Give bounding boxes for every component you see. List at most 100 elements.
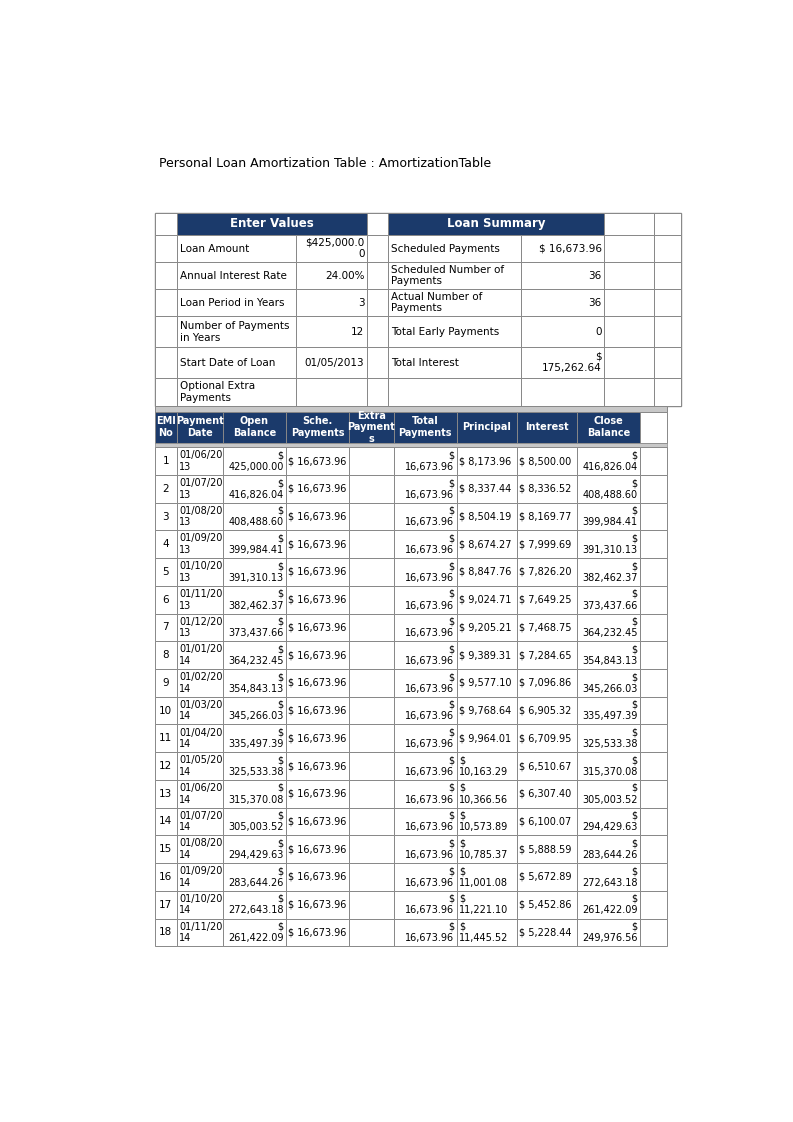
Text: 15: 15: [159, 844, 172, 854]
Text: $ 6,905.32: $ 6,905.32: [519, 706, 572, 716]
Text: 8: 8: [163, 650, 169, 660]
Text: $ 9,964.01: $ 9,964.01: [459, 734, 511, 743]
Bar: [296, 347, 366, 378]
Text: $
373,437.66: $ 373,437.66: [582, 589, 638, 610]
Bar: [393, 725, 457, 752]
Bar: [155, 586, 177, 614]
Text: $ 6,709.95: $ 6,709.95: [519, 734, 572, 743]
Bar: [577, 558, 640, 586]
Text: 01/11/20
14: 01/11/20 14: [179, 921, 222, 944]
Text: $
315,370.08: $ 315,370.08: [228, 783, 284, 804]
Bar: [349, 586, 393, 614]
Text: $
382,462.37: $ 382,462.37: [582, 561, 638, 582]
Text: 3: 3: [163, 512, 169, 522]
Bar: [155, 697, 177, 725]
Text: 01/01/20
14: 01/01/20 14: [179, 644, 222, 666]
Bar: [640, 586, 667, 614]
Text: $
16,673.96: $ 16,673.96: [405, 644, 454, 666]
Text: 01/11/20
13: 01/11/20 13: [179, 589, 222, 610]
Text: $
364,232.45: $ 364,232.45: [582, 617, 638, 638]
Bar: [517, 669, 577, 697]
Text: Total Interest: Total Interest: [392, 358, 459, 368]
Text: $
283,644.26: $ 283,644.26: [228, 866, 284, 888]
Bar: [521, 316, 604, 347]
Text: $ 8,847.76: $ 8,847.76: [459, 567, 511, 577]
Bar: [654, 234, 681, 263]
Bar: [517, 863, 577, 891]
Bar: [155, 919, 177, 946]
Bar: [286, 863, 349, 891]
Bar: [177, 863, 223, 891]
Bar: [286, 586, 349, 614]
Bar: [155, 443, 667, 448]
Bar: [654, 378, 681, 406]
Bar: [223, 531, 286, 558]
Bar: [577, 475, 640, 503]
Text: 36: 36: [588, 270, 602, 280]
Text: $
16,673.96: $ 16,673.96: [405, 506, 454, 527]
Bar: [457, 503, 517, 531]
Text: 01/06/20
13: 01/06/20 13: [179, 450, 222, 472]
Bar: [223, 725, 286, 752]
Bar: [177, 836, 223, 863]
Bar: [577, 669, 640, 697]
Bar: [577, 642, 640, 669]
Text: $
345,266.03: $ 345,266.03: [228, 700, 284, 721]
Bar: [457, 448, 517, 475]
Text: $ 5,228.44: $ 5,228.44: [519, 928, 572, 937]
Text: $
16,673.96: $ 16,673.96: [405, 617, 454, 638]
Text: $ 16,673.96: $ 16,673.96: [288, 734, 347, 743]
Text: $ 8,674.27: $ 8,674.27: [459, 540, 511, 550]
Bar: [177, 558, 223, 586]
Text: $ 16,673.96: $ 16,673.96: [288, 540, 347, 550]
Text: Personal Loan Amortization Table : AmortizationTable: Personal Loan Amortization Table : Amort…: [159, 157, 491, 169]
Bar: [389, 316, 521, 347]
Bar: [577, 752, 640, 780]
Text: $
16,673.96: $ 16,673.96: [405, 450, 454, 472]
Bar: [155, 558, 177, 586]
Bar: [640, 531, 667, 558]
Bar: [177, 725, 223, 752]
Bar: [155, 475, 177, 503]
Text: Total
Payments: Total Payments: [399, 416, 452, 438]
Bar: [577, 503, 640, 531]
Text: $
16,673.96: $ 16,673.96: [405, 755, 454, 776]
Text: 01/07/20
13: 01/07/20 13: [179, 478, 222, 499]
Text: $
16,673.96: $ 16,673.96: [405, 700, 454, 721]
Bar: [155, 642, 177, 669]
Bar: [640, 614, 667, 642]
Text: Loan Period in Years: Loan Period in Years: [180, 297, 284, 307]
Bar: [604, 347, 654, 378]
Bar: [457, 586, 517, 614]
Bar: [177, 697, 223, 725]
Bar: [155, 891, 177, 919]
Text: Interest: Interest: [525, 422, 569, 432]
Bar: [654, 288, 681, 316]
Text: Optional Extra
Payments: Optional Extra Payments: [180, 381, 255, 403]
Text: 01/04/20
14: 01/04/20 14: [179, 727, 222, 749]
Text: Extra
Payment
s: Extra Payment s: [347, 411, 395, 444]
Text: $
283,644.26: $ 283,644.26: [582, 838, 638, 859]
Bar: [177, 288, 296, 316]
Bar: [349, 836, 393, 863]
Bar: [389, 347, 521, 378]
Bar: [517, 503, 577, 531]
Bar: [286, 697, 349, 725]
Bar: [389, 213, 604, 234]
Bar: [349, 919, 393, 946]
Bar: [155, 378, 177, 406]
Text: $ 16,673.96: $ 16,673.96: [288, 512, 347, 522]
Text: 01/07/20
14: 01/07/20 14: [179, 811, 222, 833]
Bar: [366, 378, 389, 406]
Bar: [457, 752, 517, 780]
Bar: [640, 642, 667, 669]
Text: $ 9,577.10: $ 9,577.10: [459, 678, 511, 688]
Bar: [155, 213, 177, 234]
Bar: [517, 780, 577, 808]
Text: $
399,984.41: $ 399,984.41: [583, 506, 638, 527]
Bar: [155, 669, 177, 697]
Text: $
10,573.89: $ 10,573.89: [459, 811, 508, 833]
Bar: [223, 614, 286, 642]
Bar: [286, 558, 349, 586]
Text: $
373,437.66: $ 373,437.66: [228, 617, 284, 638]
